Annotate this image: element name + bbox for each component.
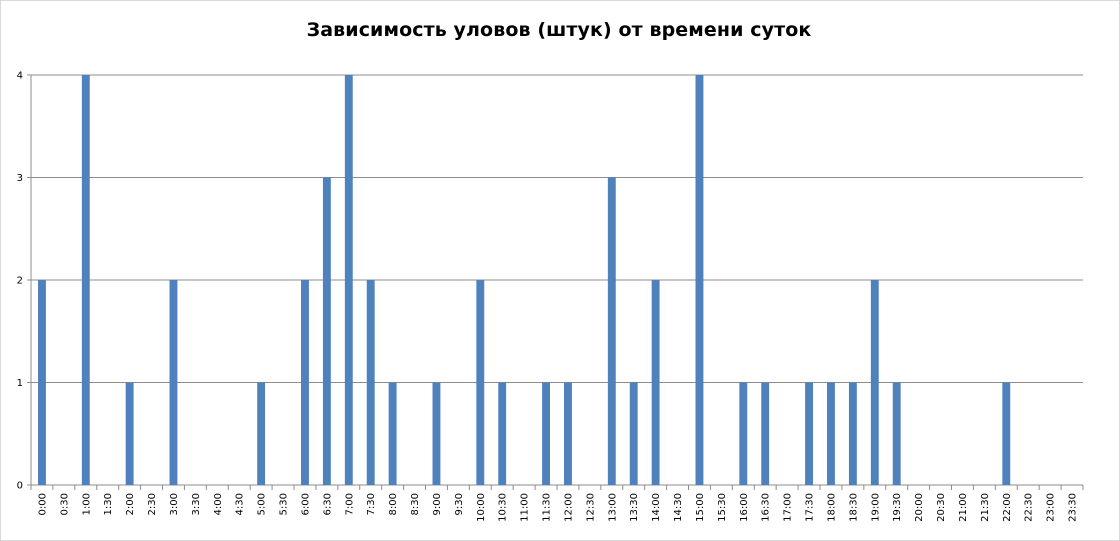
x-tick-label: 10:00 bbox=[476, 493, 487, 522]
x-tick-label: 19:00 bbox=[870, 493, 881, 522]
x-tick-label: 5:00 bbox=[257, 493, 268, 515]
y-tick-label: 2 bbox=[17, 276, 23, 287]
x-tick-label: 22:00 bbox=[1002, 493, 1013, 522]
bar bbox=[38, 280, 46, 485]
x-tick-label: 8:30 bbox=[410, 493, 421, 515]
bar bbox=[542, 382, 550, 485]
bar bbox=[498, 382, 507, 485]
bar bbox=[125, 382, 134, 485]
bar bbox=[366, 280, 375, 485]
x-tick-label: 15:30 bbox=[717, 493, 728, 522]
bar bbox=[827, 382, 835, 485]
bar bbox=[739, 382, 748, 485]
chart-title: Зависимость уловов (штук) от времени сут… bbox=[306, 19, 812, 41]
bar bbox=[301, 280, 309, 485]
x-tick-label: 21:00 bbox=[958, 493, 969, 522]
x-tick-label: 14:30 bbox=[673, 493, 684, 522]
x-tick-label: 9:00 bbox=[432, 493, 443, 515]
x-tick-label: 7:30 bbox=[366, 493, 377, 515]
y-tick-label: 3 bbox=[17, 173, 23, 184]
y-tick-label: 4 bbox=[17, 71, 23, 82]
x-tick-label: 14:00 bbox=[651, 493, 662, 522]
x-tick-label: 12:00 bbox=[563, 493, 574, 522]
x-tick-label: 6:30 bbox=[322, 493, 333, 515]
x-tick-label: 2:30 bbox=[147, 493, 158, 515]
bar bbox=[169, 280, 178, 485]
x-tick-label: 22:30 bbox=[1024, 493, 1035, 522]
y-tick-label: 0 bbox=[17, 481, 23, 492]
x-tick-label: 0:30 bbox=[59, 493, 70, 515]
bar bbox=[322, 177, 331, 485]
x-tick-label: 1:30 bbox=[103, 493, 114, 515]
x-tick-label: 16:00 bbox=[739, 493, 750, 522]
bar bbox=[81, 75, 90, 485]
bar bbox=[257, 382, 266, 485]
bar bbox=[476, 280, 485, 485]
x-tick-label: 17:00 bbox=[783, 493, 794, 522]
x-tick-label: 13:00 bbox=[607, 493, 618, 522]
x-tick-label: 1:00 bbox=[81, 493, 92, 515]
x-tick-label: 19:30 bbox=[892, 493, 903, 522]
x-tick-label: 11:30 bbox=[542, 493, 553, 522]
bar bbox=[805, 382, 813, 485]
bar bbox=[870, 280, 879, 485]
y-tick-label: 1 bbox=[17, 378, 23, 389]
bar bbox=[1002, 382, 1011, 485]
x-tick-label: 18:30 bbox=[848, 493, 859, 522]
x-tick-label: 15:00 bbox=[695, 493, 706, 522]
x-tick-label: 7:00 bbox=[344, 493, 355, 515]
x-tick-label: 18:00 bbox=[826, 493, 837, 522]
bar bbox=[695, 75, 704, 485]
bar bbox=[761, 382, 770, 485]
x-tick-label: 12:30 bbox=[585, 493, 596, 522]
x-tick-label: 4:30 bbox=[235, 493, 246, 515]
x-tick-label: 13:30 bbox=[629, 493, 640, 522]
x-tick-label: 17:30 bbox=[805, 493, 816, 522]
x-tick-label: 5:30 bbox=[279, 493, 290, 515]
bar bbox=[848, 382, 857, 485]
x-tick-label: 10:30 bbox=[498, 493, 509, 522]
bar bbox=[388, 382, 397, 485]
bar bbox=[629, 382, 638, 485]
x-tick-label: 20:30 bbox=[936, 493, 947, 522]
x-tick-label: 2:00 bbox=[125, 493, 136, 515]
x-tick-label: 16:30 bbox=[761, 493, 772, 522]
x-tick-label: 20:00 bbox=[914, 493, 925, 522]
x-tick-label: 23:30 bbox=[1068, 493, 1079, 522]
x-tick-label: 8:00 bbox=[388, 493, 399, 515]
bar bbox=[651, 280, 660, 485]
bar bbox=[892, 382, 901, 485]
x-tick-label: 23:00 bbox=[1046, 493, 1057, 522]
x-tick-label: 11:00 bbox=[520, 493, 531, 522]
bar bbox=[432, 382, 441, 485]
x-tick-label: 3:00 bbox=[169, 493, 180, 515]
bar bbox=[607, 177, 616, 485]
x-tick-label: 3:30 bbox=[191, 493, 202, 515]
x-tick-label: 4:00 bbox=[213, 493, 224, 515]
x-tick-label: 9:30 bbox=[454, 493, 465, 515]
bar bbox=[344, 75, 353, 485]
x-tick-label: 0:00 bbox=[37, 493, 48, 515]
bar bbox=[564, 382, 572, 485]
x-tick-label: 21:30 bbox=[980, 493, 991, 522]
x-tick-label: 6:00 bbox=[300, 493, 311, 515]
